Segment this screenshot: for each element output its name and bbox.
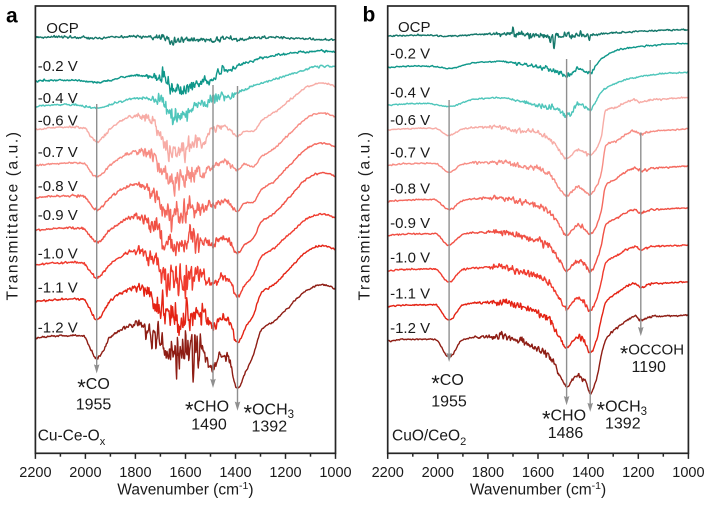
svg-text:2200: 2200: [19, 465, 51, 481]
svg-text:1800: 1800: [119, 465, 151, 481]
svg-text:-1.2 V: -1.2 V: [390, 320, 430, 337]
svg-text:Wavenumber (cm-1): Wavenumber (cm-1): [470, 480, 606, 499]
svg-text:1490: 1490: [191, 417, 227, 434]
svg-text:-0.2 V: -0.2 V: [390, 45, 430, 62]
svg-text:-0.6 V: -0.6 V: [38, 112, 78, 129]
svg-text:-1.0 V: -1.0 V: [390, 250, 430, 267]
svg-text:-0.7 V: -0.7 V: [390, 144, 430, 161]
svg-text:-1.1 V: -1.1 V: [390, 286, 430, 303]
svg-text:1400: 1400: [572, 465, 604, 481]
svg-text:*OCH3: *OCH3: [597, 398, 648, 423]
svg-text:1200: 1200: [622, 465, 654, 481]
svg-text:-0.7 V: -0.7 V: [38, 144, 78, 161]
svg-text:-0.4 V: -0.4 V: [38, 90, 78, 107]
svg-text:1400: 1400: [219, 465, 251, 481]
svg-text:b: b: [363, 4, 376, 27]
svg-text:-0.8 V: -0.8 V: [390, 181, 430, 198]
svg-text:*CHO: *CHO: [542, 407, 586, 432]
svg-text:Cu-Ce-Ox: Cu-Ce-Ox: [38, 427, 106, 448]
svg-text:1600: 1600: [522, 465, 554, 481]
svg-text:1600: 1600: [169, 465, 201, 481]
svg-text:*CO: *CO: [431, 371, 464, 396]
svg-text:*CHO: *CHO: [185, 398, 229, 423]
svg-text:CuO/CeO2: CuO/CeO2: [392, 427, 466, 448]
svg-text:1200: 1200: [269, 465, 301, 481]
svg-text:Wavenumber (cm-1): Wavenumber (cm-1): [117, 480, 253, 499]
svg-text:-0.9 V: -0.9 V: [38, 207, 78, 224]
svg-text:1955: 1955: [431, 394, 467, 411]
svg-text:Transmittance (a.u.): Transmittance (a.u.): [5, 130, 22, 300]
svg-text:2000: 2000: [422, 465, 454, 481]
svg-text:-1.1 V: -1.1 V: [38, 280, 78, 297]
svg-text:1486: 1486: [548, 425, 584, 442]
svg-text:*CO: *CO: [77, 375, 110, 400]
svg-text:1392: 1392: [605, 416, 641, 433]
svg-text:1000: 1000: [319, 465, 351, 481]
svg-text:-0.2 V: -0.2 V: [38, 58, 78, 75]
svg-text:-0.4 V: -0.4 V: [390, 84, 430, 101]
svg-text:OCP: OCP: [398, 19, 431, 36]
svg-text:1800: 1800: [472, 465, 504, 481]
svg-text:Transmittance (a.u.): Transmittance (a.u.): [357, 130, 374, 300]
svg-text:*OCCOH: *OCCOH: [620, 342, 684, 366]
svg-text:-1.0 V: -1.0 V: [38, 245, 78, 262]
svg-text:2000: 2000: [69, 465, 101, 481]
svg-text:-0.8 V: -0.8 V: [38, 178, 78, 195]
svg-text:-1.2 V: -1.2 V: [38, 320, 78, 337]
svg-text:*OCH3: *OCH3: [244, 401, 295, 426]
svg-text:1190: 1190: [632, 359, 667, 376]
svg-text:a: a: [6, 5, 18, 28]
svg-text:-0.6 V: -0.6 V: [390, 112, 430, 129]
svg-text:1955: 1955: [76, 397, 112, 414]
svg-text:2200: 2200: [372, 465, 404, 481]
svg-text:1392: 1392: [252, 419, 288, 436]
svg-text:1000: 1000: [672, 465, 704, 481]
svg-text:OCP: OCP: [46, 20, 79, 37]
svg-text:-0.9 V: -0.9 V: [390, 215, 430, 232]
